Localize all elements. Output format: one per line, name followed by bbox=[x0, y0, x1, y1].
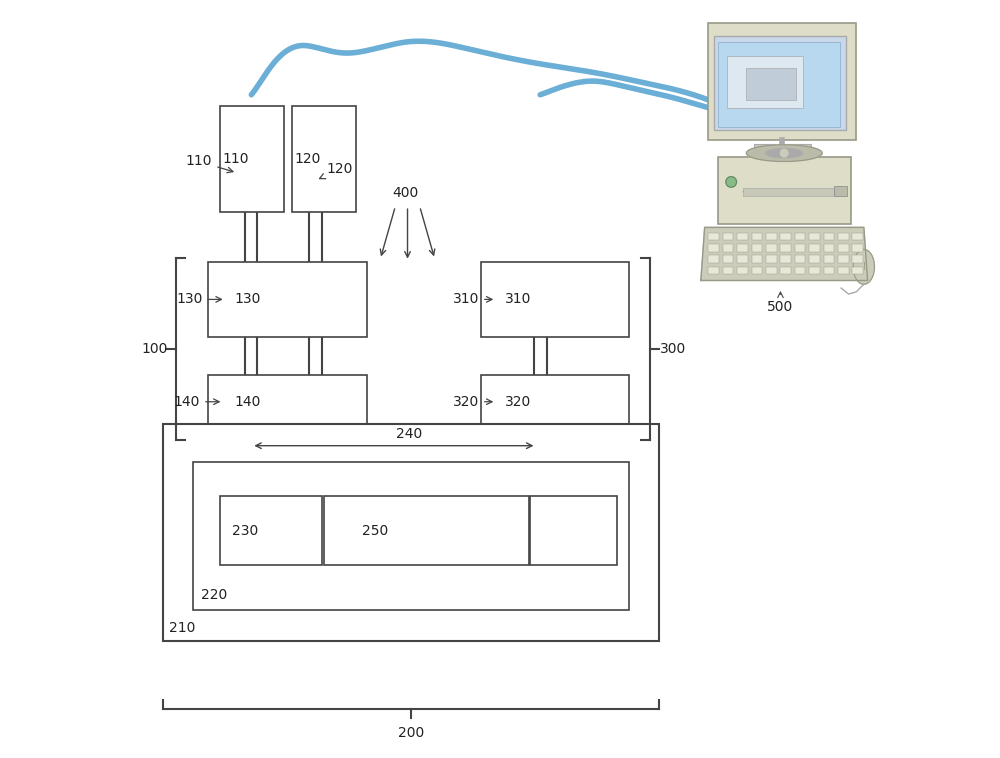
FancyBboxPatch shape bbox=[723, 233, 733, 240]
FancyBboxPatch shape bbox=[752, 267, 762, 274]
FancyBboxPatch shape bbox=[752, 255, 762, 263]
FancyBboxPatch shape bbox=[718, 42, 840, 127]
FancyBboxPatch shape bbox=[163, 424, 659, 641]
FancyBboxPatch shape bbox=[752, 244, 762, 252]
Text: 130: 130 bbox=[176, 293, 221, 306]
Text: 110: 110 bbox=[222, 152, 249, 166]
FancyBboxPatch shape bbox=[708, 255, 719, 263]
FancyBboxPatch shape bbox=[737, 244, 748, 252]
Ellipse shape bbox=[853, 249, 874, 284]
FancyBboxPatch shape bbox=[795, 267, 805, 274]
FancyBboxPatch shape bbox=[780, 255, 791, 263]
FancyBboxPatch shape bbox=[852, 244, 863, 252]
Ellipse shape bbox=[746, 145, 822, 161]
FancyBboxPatch shape bbox=[743, 188, 834, 196]
FancyBboxPatch shape bbox=[708, 233, 719, 240]
Text: 210: 210 bbox=[169, 621, 195, 634]
Polygon shape bbox=[701, 227, 868, 280]
FancyBboxPatch shape bbox=[795, 233, 805, 240]
Circle shape bbox=[726, 177, 736, 187]
FancyBboxPatch shape bbox=[746, 68, 796, 100]
Text: 320: 320 bbox=[453, 395, 492, 409]
FancyBboxPatch shape bbox=[780, 244, 791, 252]
FancyBboxPatch shape bbox=[809, 255, 820, 263]
Text: 400: 400 bbox=[392, 186, 418, 200]
Text: 320: 320 bbox=[505, 395, 531, 409]
FancyBboxPatch shape bbox=[220, 496, 322, 565]
FancyBboxPatch shape bbox=[714, 36, 846, 130]
FancyBboxPatch shape bbox=[766, 233, 777, 240]
FancyBboxPatch shape bbox=[780, 267, 791, 274]
FancyBboxPatch shape bbox=[766, 255, 777, 263]
FancyBboxPatch shape bbox=[809, 244, 820, 252]
Text: 110: 110 bbox=[186, 155, 233, 173]
FancyBboxPatch shape bbox=[723, 244, 733, 252]
FancyBboxPatch shape bbox=[824, 267, 834, 274]
FancyBboxPatch shape bbox=[838, 233, 849, 240]
Ellipse shape bbox=[766, 149, 802, 158]
Text: 200: 200 bbox=[398, 726, 424, 740]
Text: 310: 310 bbox=[453, 293, 492, 306]
FancyBboxPatch shape bbox=[708, 23, 856, 140]
FancyBboxPatch shape bbox=[780, 233, 791, 240]
Text: 140: 140 bbox=[235, 395, 261, 409]
Text: 250: 250 bbox=[362, 524, 388, 537]
Text: 300: 300 bbox=[660, 342, 686, 356]
FancyBboxPatch shape bbox=[754, 144, 811, 152]
Text: 220: 220 bbox=[201, 588, 227, 602]
FancyBboxPatch shape bbox=[852, 267, 863, 274]
FancyBboxPatch shape bbox=[193, 462, 629, 610]
FancyBboxPatch shape bbox=[727, 56, 803, 108]
FancyBboxPatch shape bbox=[708, 244, 719, 252]
FancyBboxPatch shape bbox=[834, 186, 847, 196]
Text: 120: 120 bbox=[320, 162, 352, 179]
FancyBboxPatch shape bbox=[795, 255, 805, 263]
FancyBboxPatch shape bbox=[481, 375, 629, 428]
FancyBboxPatch shape bbox=[737, 267, 748, 274]
FancyBboxPatch shape bbox=[795, 244, 805, 252]
FancyBboxPatch shape bbox=[220, 106, 284, 212]
Text: 500: 500 bbox=[767, 300, 794, 314]
FancyBboxPatch shape bbox=[766, 267, 777, 274]
Text: 130: 130 bbox=[235, 293, 261, 306]
FancyBboxPatch shape bbox=[766, 244, 777, 252]
FancyBboxPatch shape bbox=[208, 375, 367, 428]
Text: 310: 310 bbox=[505, 293, 531, 306]
FancyBboxPatch shape bbox=[838, 255, 849, 263]
FancyBboxPatch shape bbox=[824, 244, 834, 252]
FancyBboxPatch shape bbox=[723, 255, 733, 263]
FancyBboxPatch shape bbox=[530, 496, 617, 565]
FancyBboxPatch shape bbox=[481, 262, 629, 337]
Text: 240: 240 bbox=[396, 428, 422, 441]
Text: 120: 120 bbox=[294, 152, 321, 166]
Circle shape bbox=[780, 149, 788, 157]
FancyBboxPatch shape bbox=[737, 233, 748, 240]
FancyBboxPatch shape bbox=[723, 267, 733, 274]
FancyBboxPatch shape bbox=[838, 267, 849, 274]
FancyBboxPatch shape bbox=[718, 157, 851, 224]
FancyBboxPatch shape bbox=[809, 233, 820, 240]
FancyBboxPatch shape bbox=[737, 255, 748, 263]
FancyBboxPatch shape bbox=[809, 267, 820, 274]
FancyBboxPatch shape bbox=[752, 233, 762, 240]
FancyBboxPatch shape bbox=[824, 255, 834, 263]
FancyBboxPatch shape bbox=[324, 496, 529, 565]
Text: 100: 100 bbox=[141, 342, 168, 356]
FancyBboxPatch shape bbox=[852, 233, 863, 240]
Text: 140: 140 bbox=[174, 395, 219, 409]
Text: 230: 230 bbox=[232, 524, 258, 537]
FancyBboxPatch shape bbox=[708, 267, 719, 274]
FancyBboxPatch shape bbox=[852, 255, 863, 263]
FancyBboxPatch shape bbox=[292, 106, 356, 212]
FancyBboxPatch shape bbox=[838, 244, 849, 252]
FancyBboxPatch shape bbox=[208, 262, 367, 337]
FancyBboxPatch shape bbox=[824, 233, 834, 240]
